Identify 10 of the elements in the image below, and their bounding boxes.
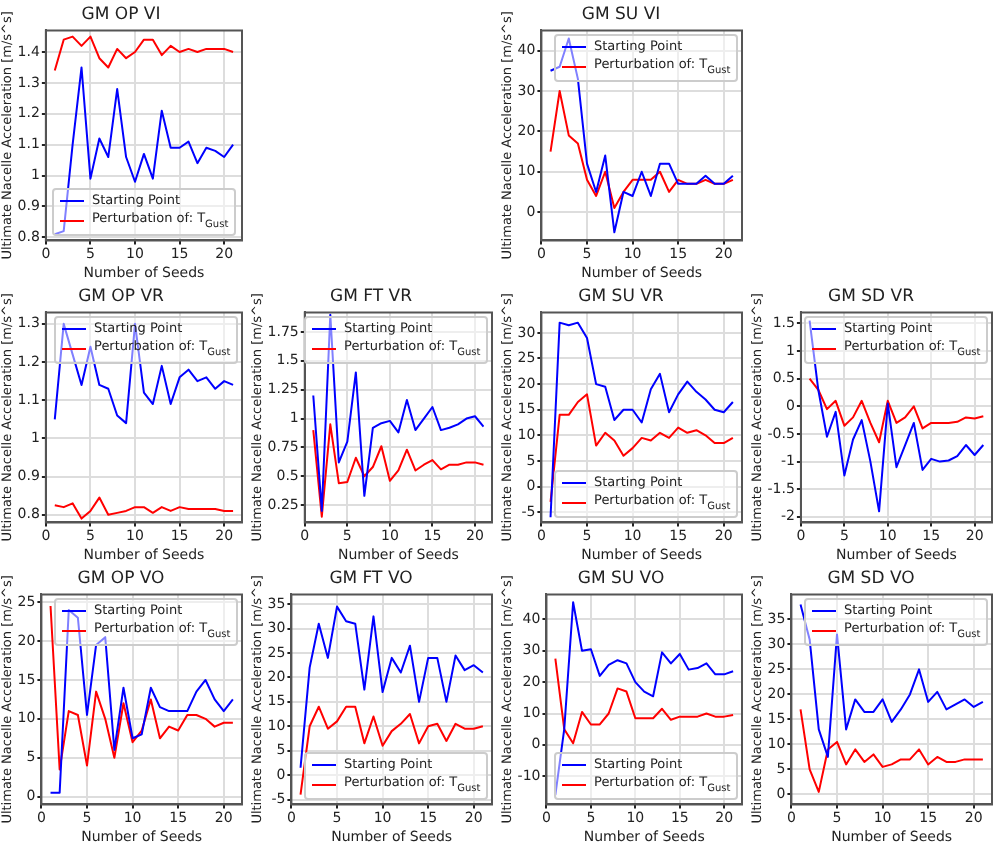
chart-title: GM OP VO <box>77 568 166 589</box>
chart-title: GM SU VO <box>577 568 665 589</box>
chart-title: GM OP VI <box>81 4 161 25</box>
chart-title: GM SU VR <box>578 286 664 307</box>
chart-title: GM FT VO <box>329 568 414 589</box>
chart-title: GM SD VO <box>827 568 916 589</box>
chart-title: GM SD VR <box>828 286 915 307</box>
chart-title: GM FT VR <box>330 286 413 307</box>
chart-title: GM OP VR <box>78 286 165 307</box>
chart-title: GM SU VI <box>581 4 661 25</box>
